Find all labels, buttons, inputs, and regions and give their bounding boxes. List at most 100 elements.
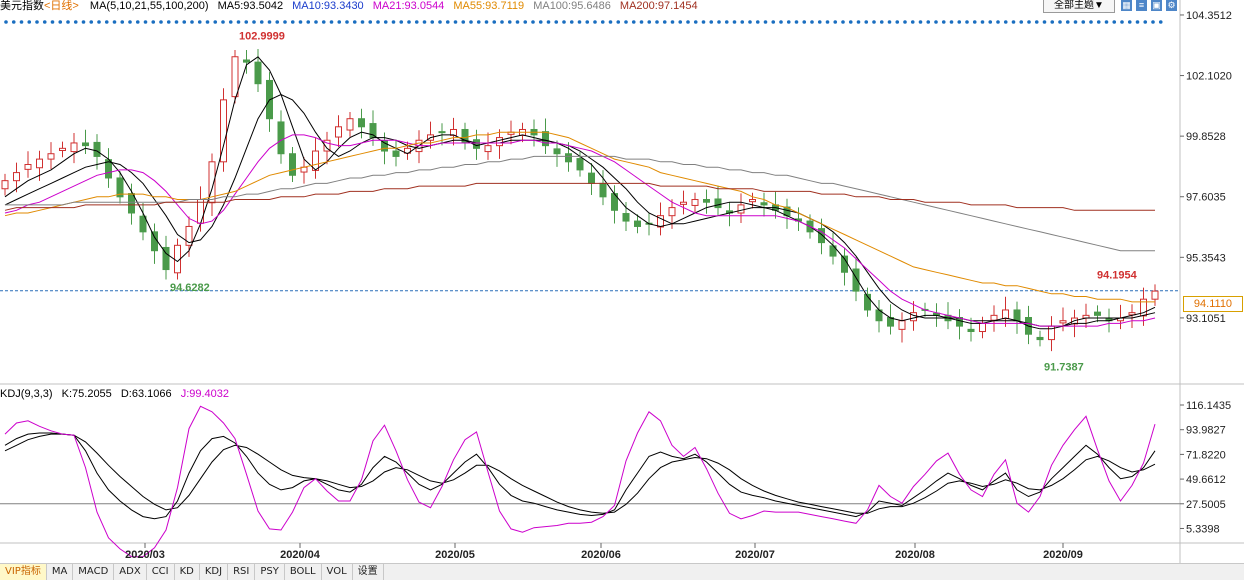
signal-dot <box>414 20 419 24</box>
kdj-k-value: K:75.2055 <box>61 388 112 400</box>
signal-dot <box>639 20 644 24</box>
signal-dot <box>631 20 636 24</box>
candle-body <box>990 314 998 321</box>
time-tick-label: 2020/05 <box>435 549 475 561</box>
tab-3[interactable]: ADX <box>114 564 147 580</box>
signal-dot <box>810 20 814 24</box>
signal-dot <box>554 20 559 24</box>
tab-9[interactable]: BOLL <box>285 564 322 580</box>
signal-dot <box>1034 20 1039 24</box>
signal-dot <box>159 20 163 24</box>
signal-dot <box>717 20 721 24</box>
candle-body <box>346 118 354 131</box>
settings-icon[interactable]: ⚙ <box>1166 0 1177 11</box>
signal-dot <box>236 20 241 24</box>
signal-dot <box>58 20 63 24</box>
signal-dot <box>11 20 16 24</box>
kdj-tick-label: 71.8220 <box>1186 449 1226 461</box>
kdj-label: KDJ(9,3,3) <box>0 388 53 400</box>
candle-body <box>254 61 262 85</box>
signal-dot <box>66 20 70 24</box>
signal-dot <box>709 20 714 24</box>
candle-body <box>197 199 204 224</box>
signal-dot <box>1065 20 1070 24</box>
candle-body <box>13 172 20 182</box>
signal-dot <box>306 20 311 24</box>
candle-body <box>277 121 285 155</box>
candle-body <box>70 142 78 153</box>
signal-dot <box>1050 20 1055 24</box>
candle-body <box>185 225 193 246</box>
time-tick-label: 2020/09 <box>1043 549 1083 561</box>
list-icon[interactable]: ≡ <box>1136 0 1147 11</box>
period-label[interactable]: <日线> <box>44 0 79 12</box>
signal-dot <box>500 20 504 24</box>
tab-11[interactable]: 设置 <box>353 564 384 580</box>
candle-body <box>162 246 170 271</box>
signal-dot <box>972 20 977 24</box>
candle-body <box>93 141 101 157</box>
price-tick-label: 102.1020 <box>1186 71 1232 83</box>
signal-dot <box>1127 20 1132 24</box>
signal-dot <box>740 20 745 24</box>
signal-dot <box>35 20 39 24</box>
candle-body <box>818 228 825 244</box>
candle-body <box>139 215 147 233</box>
signal-dot <box>399 20 404 24</box>
signal-dot <box>438 20 442 24</box>
signal-dot <box>143 20 148 24</box>
signal-dot <box>941 20 946 24</box>
tab-7[interactable]: RSI <box>228 564 256 580</box>
candle-body <box>668 207 676 217</box>
signal-dot <box>980 20 985 24</box>
tab-10[interactable]: VOL <box>322 564 353 580</box>
signal-dot <box>616 20 621 24</box>
kdj-j-value: J:99.4032 <box>180 388 230 400</box>
tab-1[interactable]: MA <box>47 564 74 580</box>
tab-2[interactable]: MACD <box>73 564 115 580</box>
signal-dot <box>662 20 667 24</box>
signal-dot <box>407 20 411 24</box>
candle-body <box>588 172 595 184</box>
signal-dot <box>182 20 187 24</box>
ma-line-ma200 <box>4 182 1155 211</box>
signal-dot <box>988 20 993 24</box>
tab-8[interactable]: PSY <box>255 564 285 580</box>
signal-dot <box>872 20 876 24</box>
candle-body <box>910 312 917 322</box>
candle-body <box>1 180 9 190</box>
signal-dot <box>841 20 845 24</box>
signal-dot <box>283 20 287 24</box>
time-tick-label: 2020/06 <box>581 549 621 561</box>
signal-dot <box>267 20 272 24</box>
signal-dot <box>600 20 605 24</box>
tab-4[interactable]: CCI <box>147 564 175 580</box>
signal-dot <box>42 20 47 24</box>
signal-dot <box>848 20 853 24</box>
instrument-title: 美元指数 <box>0 0 44 12</box>
signal-dot <box>507 20 512 24</box>
signal-dot <box>965 20 969 24</box>
candle-body <box>59 147 66 151</box>
signal-dot <box>569 20 574 24</box>
tab-6[interactable]: KDJ <box>200 564 229 580</box>
candle-body <box>634 220 641 227</box>
candle-body <box>24 164 32 170</box>
grid-icon[interactable]: ▦ <box>1121 0 1132 11</box>
signal-dot <box>562 20 566 24</box>
theme-dropdown[interactable]: 全部主题▼ <box>1043 0 1115 13</box>
signal-dot <box>89 20 94 24</box>
signal-dot <box>1112 20 1117 24</box>
tab-5[interactable]: KD <box>175 564 200 580</box>
tab-0[interactable]: VIP指标 <box>0 564 47 580</box>
signal-dot <box>546 20 551 24</box>
signal-dot <box>275 20 280 24</box>
extreme-label: 94.1954 <box>1097 270 1138 282</box>
candle-body <box>128 193 135 214</box>
window-icon[interactable]: ▣ <box>1151 0 1162 11</box>
extreme-label: 91.7387 <box>1044 362 1084 374</box>
signal-dot <box>430 20 435 24</box>
signal-dot <box>825 20 830 24</box>
signal-dot <box>786 20 791 24</box>
